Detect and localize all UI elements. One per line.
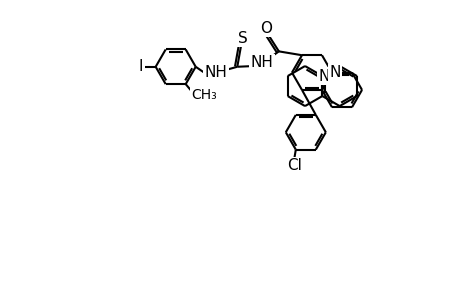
- Text: Cl: Cl: [286, 158, 301, 173]
- Text: N: N: [318, 68, 329, 83]
- Text: NH: NH: [250, 56, 273, 70]
- Text: CH₃: CH₃: [191, 88, 217, 102]
- Text: I: I: [139, 59, 143, 74]
- Text: S: S: [237, 31, 247, 46]
- Text: NH: NH: [204, 65, 227, 80]
- Text: O: O: [260, 21, 272, 36]
- Text: N: N: [329, 65, 340, 80]
